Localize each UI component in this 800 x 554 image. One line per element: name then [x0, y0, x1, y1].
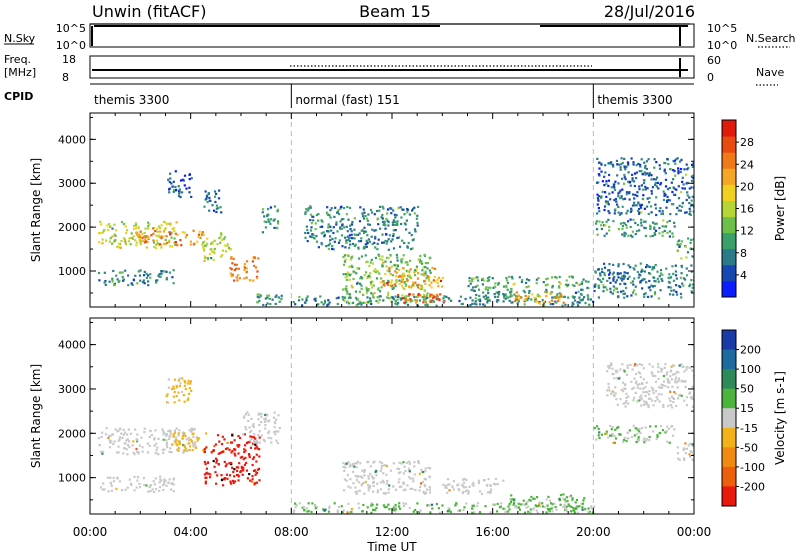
- power-patch: [261, 205, 280, 234]
- velocity-patch: [292, 502, 596, 514]
- power-patch: [304, 205, 420, 251]
- power-patch: [98, 269, 175, 287]
- velocity-patch: [676, 442, 694, 462]
- freq-tick-top: 18: [62, 53, 76, 66]
- x-tick-label: 12:00: [375, 525, 410, 539]
- colorbar-tick-label: 4: [740, 269, 747, 282]
- nave-tick-top: 60: [707, 54, 721, 67]
- colorbar-tick-label: -100: [740, 461, 765, 474]
- velocity-patch: [203, 433, 261, 487]
- x-tick-label: 20:00: [576, 525, 611, 539]
- power-patch: [201, 231, 232, 262]
- y-tick-label: 3000: [58, 177, 86, 190]
- velocity-patch: [442, 477, 505, 496]
- freq-strip: Freq. [MHz] 18 8 60 0 Nave: [4, 53, 784, 86]
- velocity-patch: [242, 411, 281, 445]
- freq-tick-bottom: 8: [62, 71, 69, 84]
- velocity-patch: [99, 475, 176, 494]
- velocity-colorbar: 200 100 50 15 -15 -50 -100 -200 Velocity [m s-1]: [721, 329, 787, 507]
- power-patch: [593, 262, 694, 300]
- nsky-tick-top: 10^5: [56, 22, 86, 35]
- power-patch: [514, 291, 565, 305]
- colorbar-tick-label: 200: [740, 344, 761, 357]
- colorbar-label: Velocity [m s-1]: [773, 371, 787, 465]
- cpid-segment-label: normal (fast) 151: [295, 93, 399, 107]
- cpid-segment-label: themis 3300: [597, 93, 672, 107]
- date-title: 28/Jul/2016: [604, 2, 695, 21]
- cpid-label: CPID: [4, 90, 33, 103]
- y-axis-label: Slant Range [km]: [29, 364, 43, 468]
- colorbar-tick-label: -50: [740, 441, 758, 454]
- velocity-patch: [507, 493, 590, 511]
- colorbar-tick-label: 20: [740, 180, 754, 193]
- colorbar-tick-label: -200: [740, 480, 765, 493]
- cpid-strip: CPID themis 3300 normal (fast) 151 themis …: [4, 83, 694, 108]
- y-tick-label: 4000: [58, 133, 86, 146]
- nsearch-label: N.Search: [746, 32, 796, 45]
- colorbar-tick-label: 15: [740, 402, 754, 415]
- time-axis: 00:00 04:00 08:00 12:00 16:00 20:00 00:00: [73, 525, 712, 539]
- y-tick-label: 1000: [58, 472, 86, 485]
- y-tick-label: 3000: [58, 383, 86, 396]
- x-tick-label: 16:00: [475, 525, 510, 539]
- velocity-patch: [171, 431, 208, 453]
- power-patch: [229, 256, 260, 282]
- power-patch: [379, 266, 444, 289]
- x-tick-label: 00:00: [73, 525, 108, 539]
- colorbar-tick-label: 8: [740, 247, 747, 260]
- nave-tick-bottom: 0: [707, 71, 714, 84]
- colorbar-tick-label: 24: [740, 158, 754, 171]
- velocity-patch: [97, 427, 198, 456]
- station-title: Unwin (fitACF): [92, 2, 206, 21]
- velocity-patch: [606, 362, 694, 409]
- nsky-strip: N.Sky 10^5 10^0 10^5 10^0 N.Search: [4, 22, 796, 52]
- y-tick-label: 2000: [58, 221, 86, 234]
- x-tick-label: 08:00: [274, 525, 309, 539]
- nsearch-tick-bottom: 10^0: [707, 39, 737, 52]
- colorbar-label: Power [dB]: [773, 176, 787, 241]
- freq-label-1: Freq.: [4, 53, 31, 66]
- power-patch: [203, 189, 223, 214]
- colorbar-tick-label: 12: [740, 225, 754, 238]
- colorbar-tick-label: -15: [740, 422, 758, 435]
- nsky-label: N.Sky: [4, 32, 36, 45]
- velocity-cells: [97, 362, 694, 514]
- power-patch: [136, 229, 204, 247]
- velocity-patch: [593, 424, 676, 444]
- power-panel: 1000 2000 3000 4000 Slant Range [km] 4 8 12 16 20…: [29, 112, 787, 308]
- x-tick-label: 00:00: [677, 525, 712, 539]
- power-patch: [676, 237, 694, 260]
- power-colorbar: 4 8 12 16 20 24 28 Power [dB]: [721, 119, 787, 298]
- y-tick-label: 4000: [58, 339, 86, 352]
- power-patch: [596, 157, 694, 217]
- power-patch: [595, 218, 676, 238]
- colorbar-tick-label: 50: [740, 383, 754, 396]
- y-tick-label: 1000: [58, 265, 86, 278]
- power-cells: [98, 157, 694, 307]
- velocity-patch: [165, 377, 193, 404]
- cpid-segment-label: themis 3300: [94, 93, 169, 107]
- power-patch: [397, 293, 446, 304]
- power-patch: [256, 293, 283, 307]
- velocity-panel: 1000 2000 3000 4000 Slant Range [km] 200 100 50…: [29, 317, 787, 515]
- colorbar-tick-label: 28: [740, 136, 754, 149]
- nsearch-tick-top: 10^5: [707, 22, 737, 35]
- freq-label-2: [MHz]: [4, 66, 36, 79]
- velocity-patch: [342, 460, 432, 495]
- beam-title: Beam 15: [359, 2, 431, 21]
- colorbar-tick-label: 16: [740, 203, 754, 216]
- y-axis-label: Slant Range [km]: [29, 158, 43, 262]
- power-patch: [167, 170, 193, 199]
- power-patch: [342, 253, 432, 304]
- nsky-tick-bottom: 10^0: [56, 39, 86, 52]
- x-tick-label: 04:00: [173, 525, 208, 539]
- nave-label: Nave: [756, 66, 784, 79]
- y-tick-label: 2000: [58, 427, 86, 440]
- time-axis-label: Time UT: [366, 540, 417, 554]
- colorbar-tick-label: 100: [740, 363, 761, 376]
